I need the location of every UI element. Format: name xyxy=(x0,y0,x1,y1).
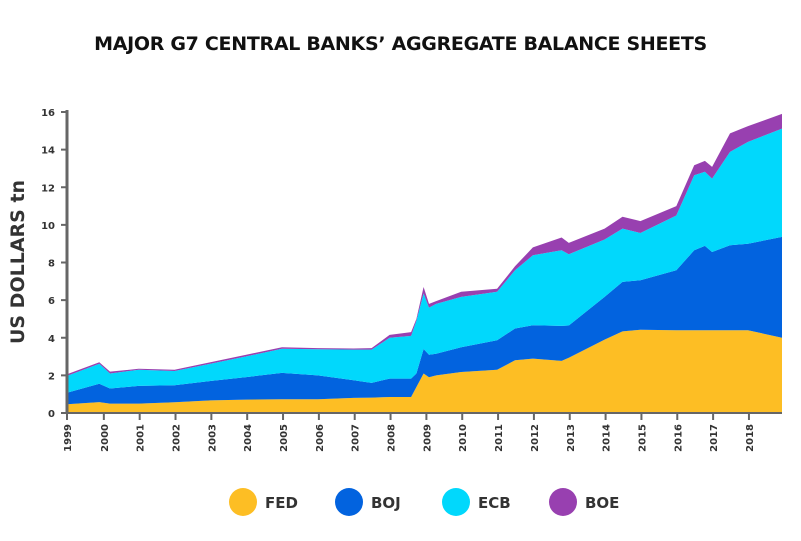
legend-swatch xyxy=(229,488,257,516)
x-tick-label: 2011 xyxy=(494,424,505,452)
x-tick-label: 2013 xyxy=(566,424,577,452)
legend-item-ecb: ECB xyxy=(442,488,511,516)
x-tick-label: 2006 xyxy=(315,424,326,452)
y-tick-label: 2 xyxy=(48,371,55,382)
legend-swatch xyxy=(442,488,470,516)
x-tick-label: 2003 xyxy=(207,424,218,452)
x-tick-label: 2000 xyxy=(100,424,111,452)
y-tick-label: 14 xyxy=(41,146,55,157)
x-tick-label: 2015 xyxy=(637,424,648,452)
y-tick-label: 0 xyxy=(48,409,55,420)
legend-item-boj: BOJ xyxy=(335,488,401,516)
y-tick-label: 4 xyxy=(48,334,55,345)
x-tick-label: 2018 xyxy=(745,424,756,452)
x-tick-label: 2002 xyxy=(172,424,183,452)
y-axis-label: US DOLLARS tn xyxy=(7,180,29,344)
area-ecb xyxy=(67,128,782,393)
x-tick-label: 2012 xyxy=(530,424,541,452)
x-tick-label: 2004 xyxy=(243,424,254,452)
chart-title: MAJOR G7 CENTRAL BANKS’ AGGREGATE BALANC… xyxy=(94,33,707,55)
area-fed xyxy=(67,329,782,413)
x-tick-label: 2001 xyxy=(136,424,147,452)
legend-label: BOJ xyxy=(371,494,401,512)
legend-swatch xyxy=(549,488,577,516)
x-tick-label: 2007 xyxy=(351,424,362,452)
x-tick-label: 2009 xyxy=(422,424,433,452)
legend-item-fed: FED xyxy=(229,488,298,516)
x-tick-label: 2005 xyxy=(279,424,290,452)
legend-label: BOE xyxy=(585,494,619,512)
x-tick-label: 1999 xyxy=(63,424,74,452)
y-tick-label: 6 xyxy=(48,296,55,307)
area-boj xyxy=(67,236,782,405)
legend-item-boe: BOE xyxy=(549,488,619,516)
legend-label: ECB xyxy=(478,494,511,512)
y-tick-label: 8 xyxy=(48,259,55,270)
y-tick-label: 16 xyxy=(41,108,55,119)
legend-label: FED xyxy=(265,494,298,512)
x-tick-label: 2010 xyxy=(458,424,469,452)
x-tick-label: 2008 xyxy=(387,424,398,452)
y-tick-label: 12 xyxy=(41,183,55,194)
legend-swatch xyxy=(335,488,363,516)
x-tick-label: 2014 xyxy=(602,424,613,452)
x-tick-label: 2016 xyxy=(673,424,684,452)
x-tick-label: 2017 xyxy=(709,424,720,452)
y-tick-label: 10 xyxy=(41,221,55,232)
